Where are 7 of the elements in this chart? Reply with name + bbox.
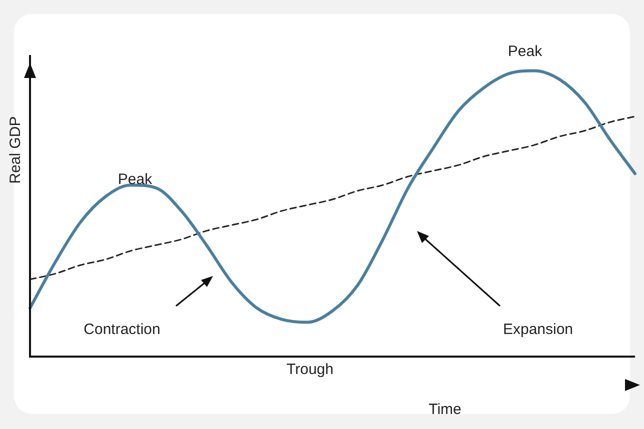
y-axis-title: Real GDP bbox=[7, 116, 24, 184]
annotation: Expansion bbox=[502, 321, 574, 338]
text: Peak bbox=[508, 43, 543, 60]
annotation: Peak bbox=[118, 171, 153, 188]
annotation: Contraction bbox=[84, 321, 160, 338]
text: Trough bbox=[286, 361, 334, 378]
x-axis-title: Time bbox=[428, 401, 462, 418]
